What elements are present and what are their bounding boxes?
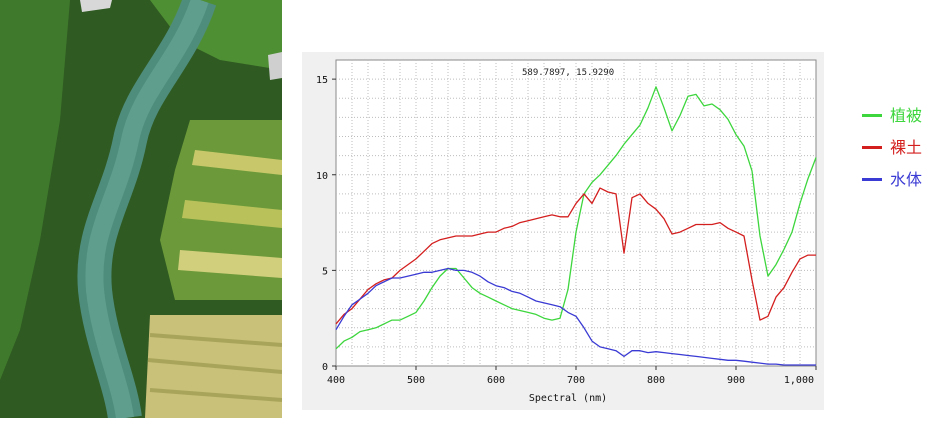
road-segment bbox=[268, 52, 282, 80]
x-tick-label: 500 bbox=[407, 375, 425, 386]
y-tick-label: 5 bbox=[322, 266, 328, 277]
x-axis-label: Spectral (nm) bbox=[529, 393, 607, 404]
y-tick-label: 0 bbox=[322, 362, 328, 373]
series-line-水体 bbox=[335, 267, 816, 366]
axes: 400 500 600 700 800 900 1,000 0 5 10 15 bbox=[316, 75, 817, 386]
field-strip bbox=[192, 150, 282, 175]
legend-swatch bbox=[862, 146, 882, 149]
spectral-chart[interactable]: 400 500 600 700 800 900 1,000 0 5 10 15 589.7897, … bbox=[302, 52, 824, 410]
field-strip bbox=[182, 200, 282, 228]
x-tick-label: 1,000 bbox=[784, 375, 814, 386]
field-rows bbox=[147, 333, 282, 402]
series-layer bbox=[335, 86, 817, 366]
legend-swatch bbox=[862, 178, 882, 181]
tree-canopy bbox=[0, 0, 70, 380]
grid bbox=[336, 60, 816, 366]
river-center bbox=[85, 0, 209, 418]
field-strip bbox=[178, 250, 282, 278]
series-line-裸土 bbox=[335, 187, 816, 325]
x-tick-label: 800 bbox=[647, 375, 665, 386]
y-tick-label: 15 bbox=[316, 75, 328, 86]
legend-label: 植被 bbox=[890, 106, 923, 125]
legend-swatch bbox=[862, 114, 882, 117]
y-tick-label: 10 bbox=[316, 171, 328, 182]
x-tick-label: 400 bbox=[327, 375, 345, 386]
x-tick-label: 600 bbox=[487, 375, 505, 386]
legend-label: 水体 bbox=[890, 170, 923, 189]
x-tick-label: 700 bbox=[567, 375, 585, 386]
building bbox=[80, 0, 112, 12]
spectral-chart-panel: 400 500 600 700 800 900 1,000 0 5 10 15 589.7897, … bbox=[302, 52, 824, 410]
aerial-image bbox=[0, 0, 282, 418]
x-tick-label: 900 bbox=[727, 375, 745, 386]
legend-label: 裸土 bbox=[890, 138, 923, 157]
cursor-readout: 589.7897, 15.9290 bbox=[522, 68, 614, 78]
series-line-植被 bbox=[335, 86, 817, 350]
